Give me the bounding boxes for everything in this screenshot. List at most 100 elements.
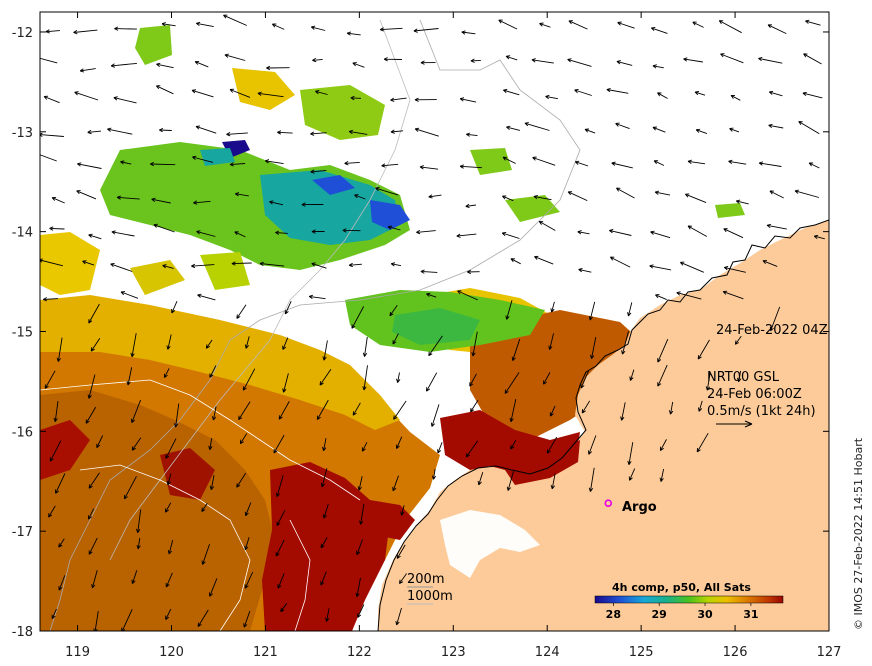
current-arrow (627, 442, 634, 465)
current-arrow (694, 91, 706, 96)
current-arrow (275, 475, 284, 498)
current-arrow (676, 291, 702, 300)
current-arrow (362, 365, 368, 391)
current-arrow (357, 604, 365, 618)
x-tick-label: 125 (629, 645, 654, 660)
current-arrow (696, 432, 709, 453)
current-arrow (654, 190, 671, 196)
current-arrow (173, 403, 180, 428)
current-arrow (679, 261, 704, 273)
current-arrow (657, 364, 668, 387)
credit-label: © IMOS 27-Feb-2022 14:51 Hobart (852, 437, 865, 630)
current-arrow (44, 370, 56, 389)
current-arrow (361, 442, 368, 452)
current-arrow (165, 438, 177, 459)
current-arrow (534, 255, 554, 265)
current-arrow (533, 194, 552, 201)
current-arrow (611, 161, 633, 169)
current-arrow (545, 94, 558, 100)
current-arrow (192, 155, 214, 163)
current-arrow (191, 89, 214, 98)
x-tick-label: 124 (535, 645, 560, 660)
current-arrow (543, 372, 551, 385)
current-arrow (155, 85, 174, 95)
current-arrow (470, 400, 479, 413)
current-arrow (284, 301, 292, 315)
current-arrow (428, 194, 442, 199)
current-arrow (201, 543, 211, 565)
current-arrow (301, 202, 324, 207)
current-arrow (310, 131, 327, 136)
current-arrow (269, 200, 284, 206)
current-arrow (396, 372, 401, 383)
current-arrow (171, 301, 178, 314)
current-arrow (49, 440, 62, 462)
current-arrow (196, 230, 216, 237)
current-arrow (42, 297, 58, 302)
current-arrow (511, 339, 521, 362)
current-arrow (224, 53, 246, 61)
current-arrow (428, 335, 443, 357)
current-arrow (88, 508, 95, 520)
current-arrow (310, 169, 327, 174)
current-arrow (356, 539, 363, 556)
coastline (377, 219, 829, 631)
current-arrow (550, 301, 555, 313)
y-tick-label: -15 (12, 325, 33, 340)
current-arrow (538, 220, 556, 231)
current-arrow (131, 437, 142, 451)
current-arrow (229, 162, 246, 167)
current-arrow (149, 161, 176, 167)
current-arrow (419, 165, 439, 170)
current-arrow (40, 132, 64, 137)
current-arrow (320, 571, 327, 586)
current-source-line2: 24-Feb 06:00Z (707, 387, 802, 402)
current-arrow (584, 128, 596, 134)
current-arrow (469, 373, 477, 387)
current-arrow (588, 301, 596, 321)
current-arrow (627, 302, 633, 317)
current-arrow (53, 401, 59, 422)
current-arrow (244, 336, 250, 349)
current-arrow (82, 260, 95, 266)
current-arrow (87, 129, 102, 135)
current-arrow (87, 374, 96, 399)
current-arrow (110, 62, 137, 68)
current-arrow (695, 128, 708, 135)
current-arrow (803, 53, 822, 65)
current-arrow (359, 503, 365, 525)
current-arrow (208, 578, 218, 597)
current-arrow (459, 97, 477, 103)
current-arrow (729, 127, 740, 133)
current-arrow (798, 121, 820, 135)
current-arrow (166, 334, 172, 350)
timestamp-label: 24-Feb-2022 04Z (716, 323, 828, 338)
current-arrow (244, 537, 250, 551)
current-arrow (354, 194, 366, 200)
colorbar-ticks: 28 29 30 31 (606, 603, 759, 621)
current-arrow (275, 230, 288, 235)
current-arrow (51, 196, 65, 204)
current-arrow (506, 471, 514, 491)
current-arrow (311, 262, 327, 269)
current-arrow (616, 60, 633, 66)
current-arrow (652, 64, 664, 69)
current-arrow (348, 262, 362, 268)
current-arrow (657, 92, 668, 99)
current-arrow (114, 26, 137, 31)
y-tick-label: -17 (12, 525, 33, 540)
current-arrow (657, 339, 669, 363)
current-arrow (389, 305, 398, 317)
current-arrow (116, 195, 140, 200)
current-arrow (697, 339, 710, 360)
current-arrow (659, 439, 667, 451)
current-arrow (136, 538, 141, 550)
current-arrow (55, 473, 66, 494)
current-arrow (420, 60, 436, 65)
current-arrow (79, 68, 96, 73)
current-arrow (581, 400, 591, 414)
current-arrow (652, 126, 666, 133)
current-arrow (346, 31, 361, 36)
colorbar-gradient (594, 595, 784, 604)
